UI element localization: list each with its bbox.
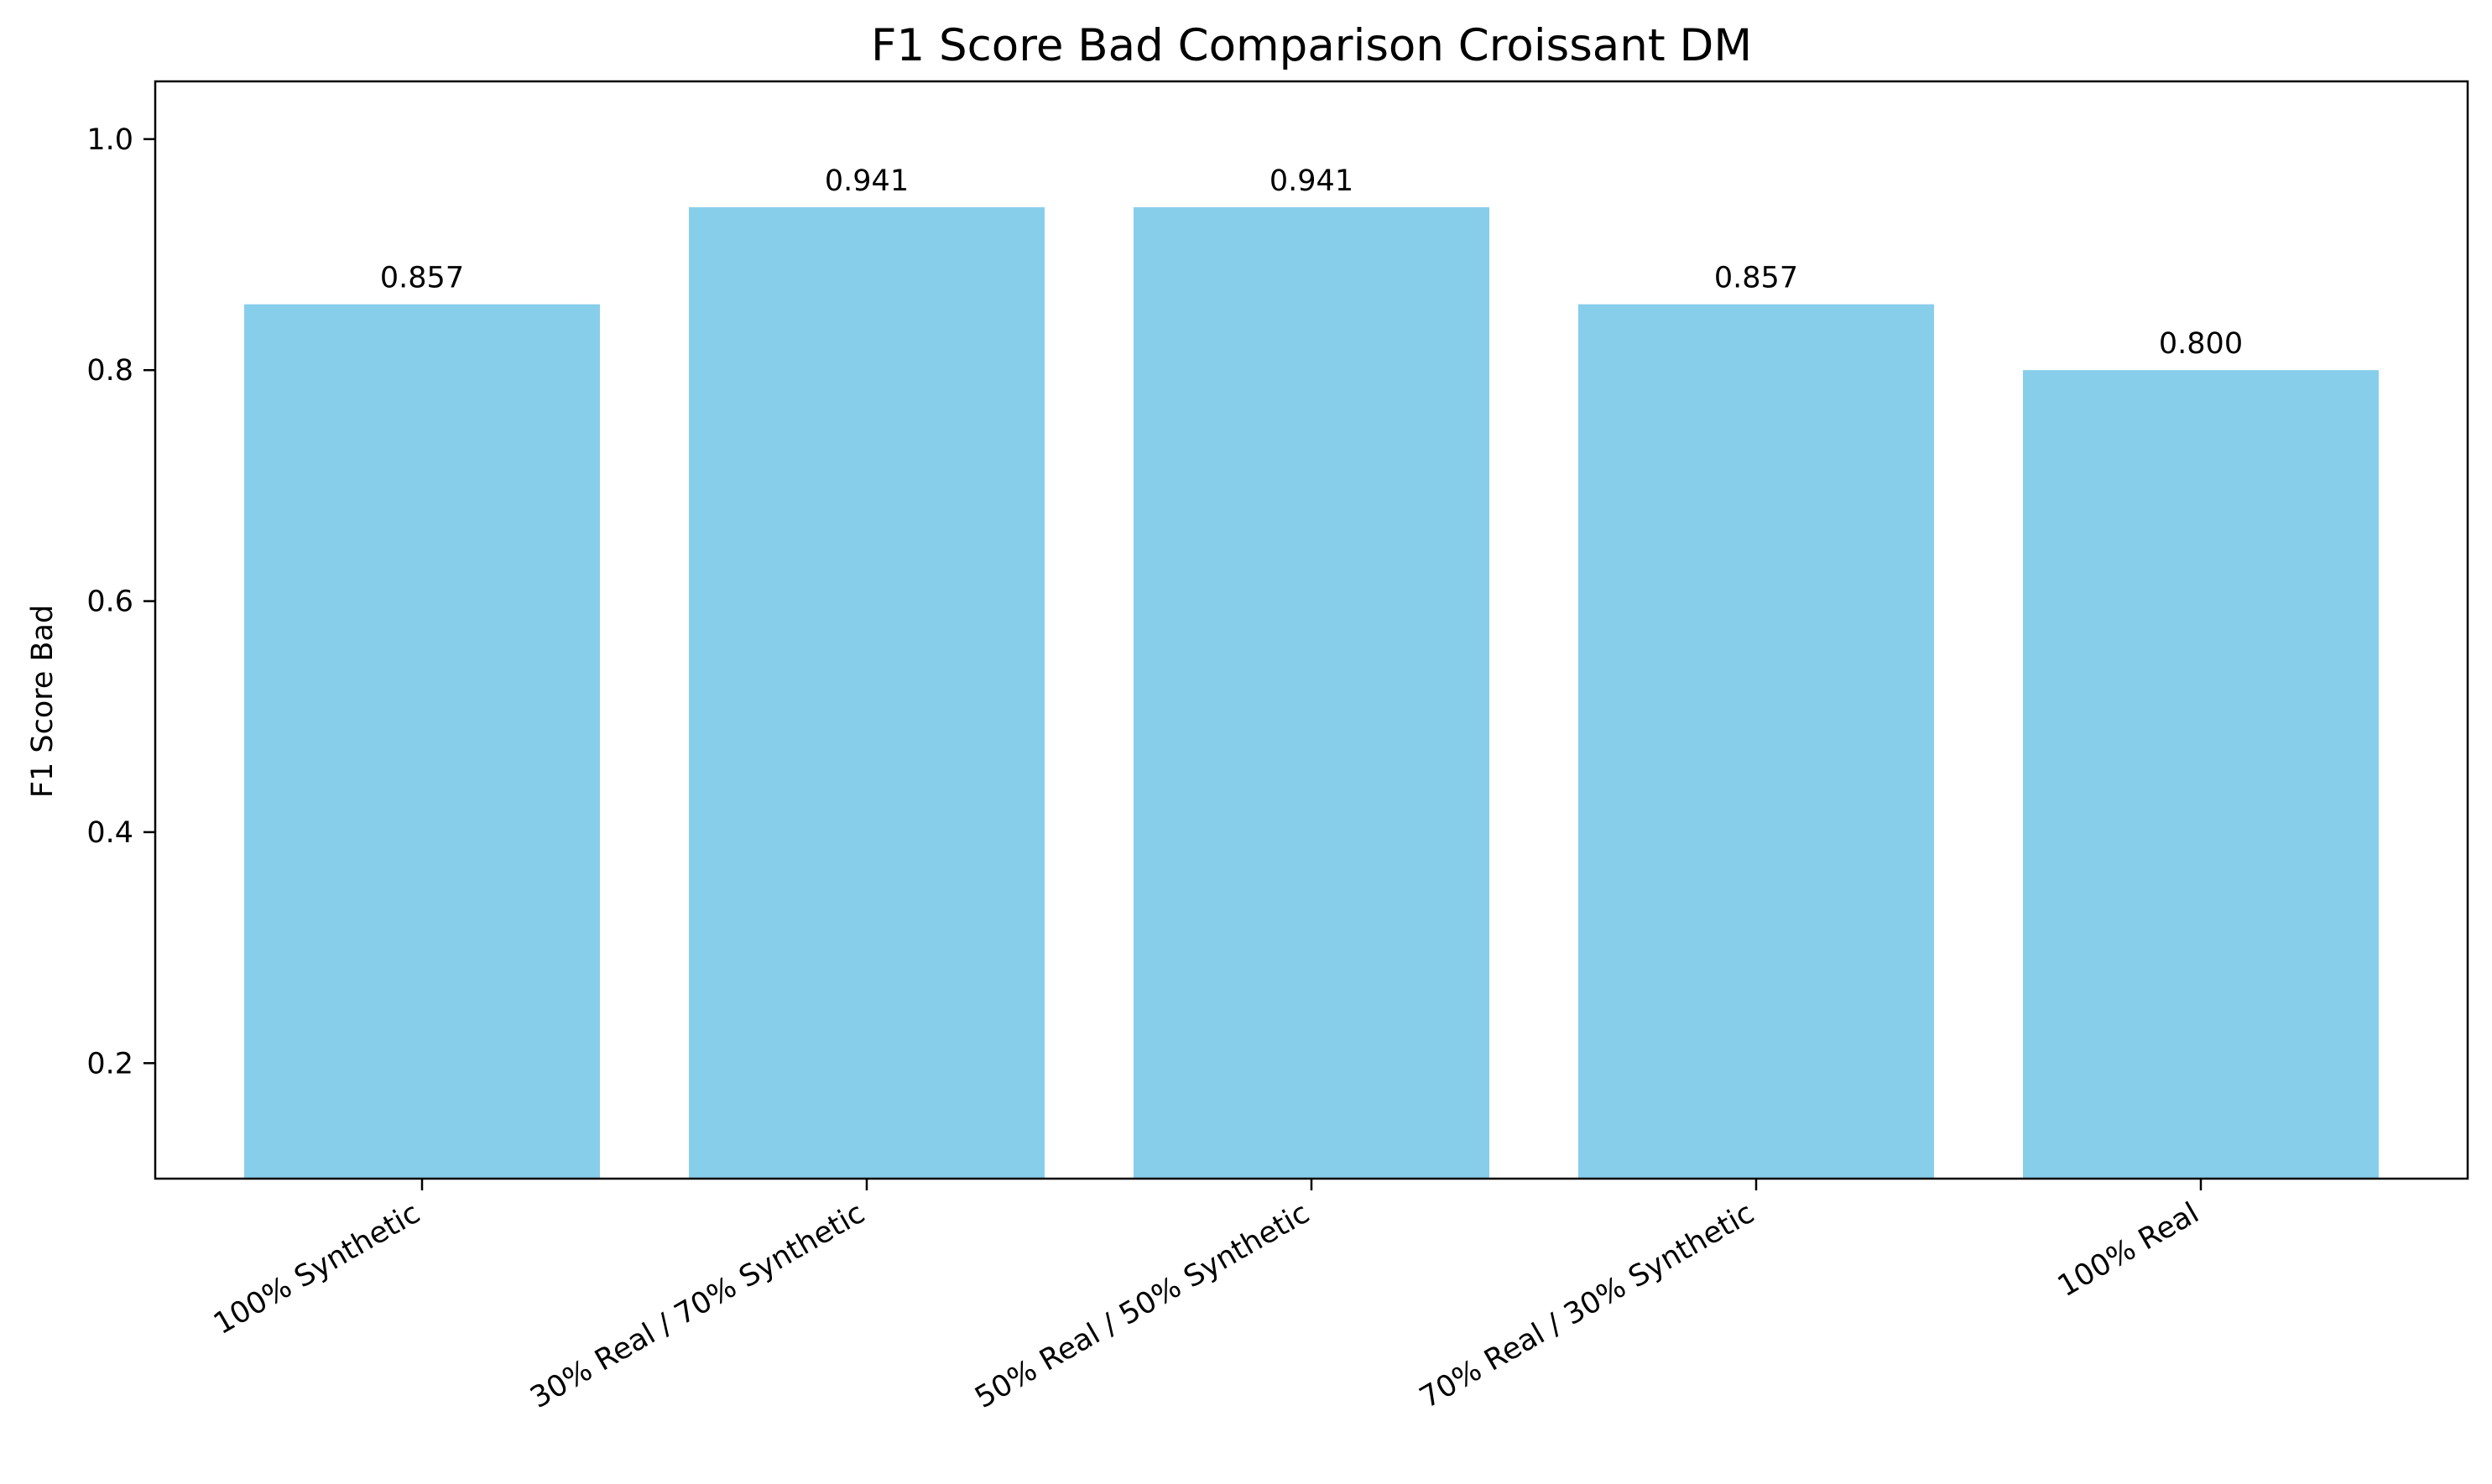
bar-3: [1578, 304, 1934, 1179]
x-tick-label-1: 30% Real / 70% Synthetic: [525, 1196, 871, 1415]
x-tick-label-4: 100% Real: [2052, 1196, 2205, 1304]
data-label-4: 0.800: [2159, 327, 2243, 361]
data-label-2: 0.941: [1269, 164, 1353, 198]
bar-2: [1134, 207, 1489, 1179]
y-axis-label: F1 Score Bad: [26, 605, 60, 798]
data-labels-layer: 0.857 0.941 0.941 0.857 0.800: [380, 164, 2243, 361]
data-label-0: 0.857: [380, 262, 464, 295]
x-tick-label-0: 100% Synthetic: [208, 1196, 425, 1341]
y-tick-label-4: 1.0: [86, 123, 133, 157]
x-tick-label-2: 50% Real / 50% Synthetic: [970, 1196, 1316, 1415]
chart-title: F1 Score Bad Comparison Croissant DM: [871, 20, 1752, 71]
data-label-1: 0.941: [825, 164, 909, 198]
x-tick-label-3: 70% Real / 30% Synthetic: [1415, 1196, 1760, 1415]
data-label-3: 0.857: [1714, 262, 1798, 295]
bar-1: [689, 207, 1045, 1179]
bar-0: [244, 304, 600, 1179]
y-tick-label-2: 0.6: [86, 586, 133, 619]
bar-4: [2023, 370, 2379, 1179]
x-axis: 100% Synthetic 30% Real / 70% Synthetic 50…: [208, 1179, 2205, 1415]
plot-area-frame: [154, 80, 2469, 1180]
y-tick-label-3: 0.8: [86, 354, 133, 388]
y-axis: 0.2 0.4 0.6 0.8 1.0: [86, 123, 155, 1080]
bars-layer: [244, 207, 2379, 1179]
y-tick-label-1: 0.4: [86, 816, 133, 850]
y-tick-label-0: 0.2: [86, 1047, 133, 1080]
